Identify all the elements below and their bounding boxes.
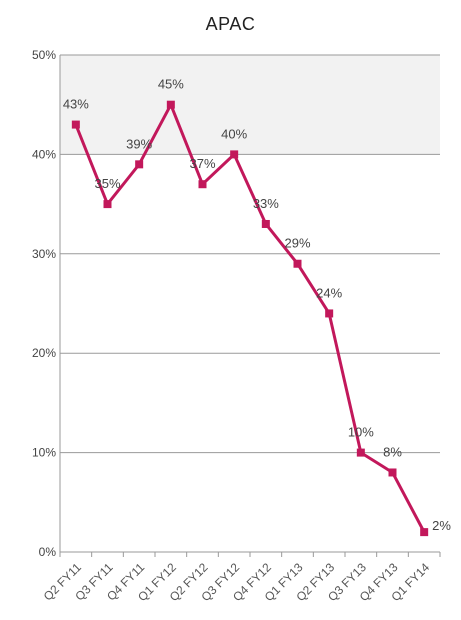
data-point (71, 120, 80, 129)
data-point (261, 219, 270, 228)
data-point (388, 468, 397, 477)
data-label: 2% (432, 518, 451, 533)
data-point (356, 448, 365, 457)
data-point (293, 259, 302, 268)
data-label: 29% (284, 236, 310, 251)
data-label: 24% (316, 285, 342, 300)
data-point (325, 309, 334, 318)
data-label: 45% (158, 77, 184, 92)
data-label: 35% (94, 176, 120, 191)
data-point (103, 200, 112, 209)
data-point (135, 160, 144, 169)
data-point (230, 150, 239, 159)
data-label: 39% (126, 136, 152, 151)
data-label: 33% (253, 196, 279, 211)
data-point (166, 100, 175, 109)
series-line (74, 103, 426, 533)
data-label: 40% (221, 126, 247, 141)
data-label: 10% (348, 425, 374, 440)
y-tick-label: 30% (32, 247, 56, 261)
y-tick-label: 40% (32, 147, 56, 161)
chart-title: APAC (205, 14, 256, 34)
data-label: 43% (63, 97, 89, 112)
background-band (60, 55, 440, 155)
data-point (198, 180, 207, 189)
y-tick-label: 20% (32, 346, 56, 360)
data-point (420, 528, 429, 537)
y-tick-label: 0% (39, 545, 57, 559)
data-label: 37% (189, 156, 215, 171)
data-label: 8% (383, 444, 402, 459)
y-tick-label: 10% (32, 446, 56, 460)
y-tick-label: 50% (32, 48, 56, 62)
